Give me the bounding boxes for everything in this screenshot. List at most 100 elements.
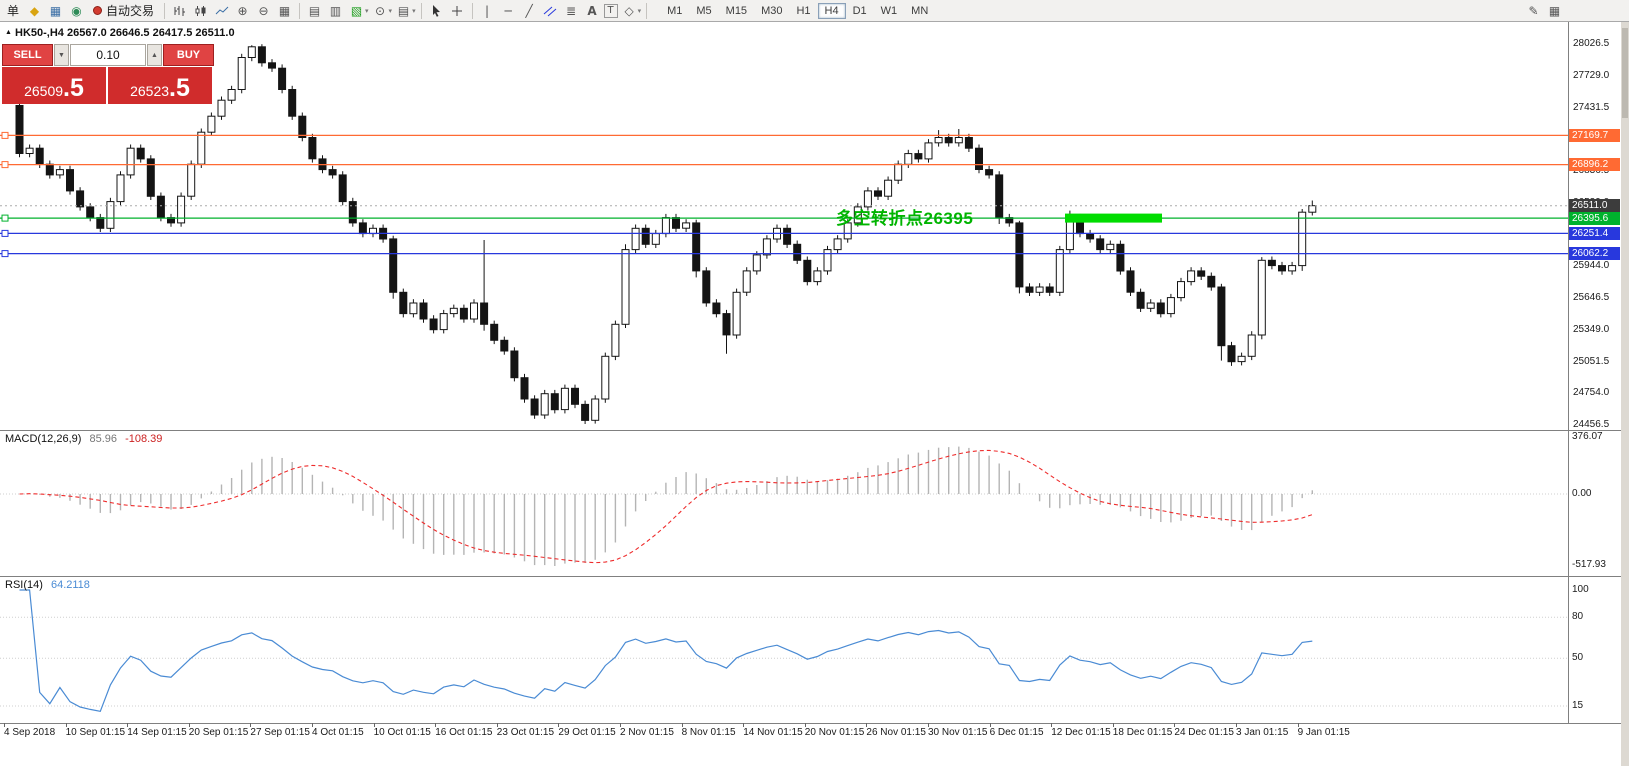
cursor-icon[interactable] [427,2,446,20]
cascade-windows-icon[interactable]: ▥ [329,3,342,18]
scrollbar-thumb[interactable] [1622,28,1628,118]
toolbar-separator [420,2,422,19]
green-segment[interactable] [1065,213,1162,223]
price-scale-label: 28026.5 [1573,38,1610,49]
timeframe-mn[interactable]: MN [911,4,929,17]
candlestick-chart-icon[interactable] [191,2,210,20]
new-order-icon[interactable]: ◆ [29,3,40,18]
timeframe-toolbar: M1 M5 M15 M30 H1 H4 D1 W1 MN [660,2,935,19]
hline-handle[interactable] [1,229,9,237]
rsi-scale-label: 80 [1572,611,1584,623]
buy-price-main: 26523 [130,83,170,99]
zoom-out-icon[interactable]: ⊖ [258,3,269,18]
timeframe-d1[interactable]: D1 [852,4,867,17]
sell-price-fraction: .5 [63,74,84,102]
time-axis-label: 30 Nov 01:15 [928,727,988,738]
price-marker-box: 26896.2 [1569,158,1620,172]
time-axis-separator[interactable] [0,723,1621,724]
arrange-windows-icon[interactable]: ▤ [308,3,321,18]
lot-increase-button[interactable]: ▲ [147,44,162,66]
navigator-icon[interactable]: ◉ [71,3,82,18]
template-icon[interactable]: ▤ [397,3,410,18]
macd-signal-line [19,449,1313,564]
time-axis-label: 12 Dec 01:15 [1051,727,1111,738]
buy-button[interactable]: BUY [163,44,214,66]
time-axis-label: 20 Sep 01:15 [188,727,249,738]
current-price-box: 26511.0 [1569,199,1620,213]
price-scale-label: 27729.0 [1573,69,1610,81]
hline-handle[interactable] [1,214,9,222]
rsi-indicator [0,589,1568,712]
time-axis-label: 10 Oct 01:15 [373,727,431,738]
vertical-line-icon[interactable]: | [485,3,490,18]
hline-handle[interactable] [1,161,9,169]
order-menu-label[interactable]: 单 [7,4,20,18]
tile-windows-icon[interactable]: ▦ [278,3,291,18]
timeframe-m5[interactable]: M5 [696,4,712,17]
zoom-in-icon[interactable]: ⊕ [237,3,248,18]
sell-button[interactable]: SELL [2,44,53,66]
time-axis-label: 16 Oct 01:15 [435,727,493,738]
price-scale-label: 26836.5 [1573,165,1610,176]
price-scale-label: 25051.5 [1573,355,1610,367]
hline-handle[interactable] [1,250,9,258]
chart-annotation-text[interactable]: 多空转折点26395 [836,209,974,228]
horizontal-line-icon[interactable]: ─ [504,3,512,18]
crosshair-icon[interactable] [448,2,467,20]
label-icon[interactable]: T [603,3,618,18]
auto-trading-button[interactable]: 自动交易 [88,2,159,20]
macd-scale-label: 376.07 [1572,431,1603,442]
toolbar-separator [299,2,301,19]
lot-size-input[interactable] [70,44,146,66]
line-chart-icon[interactable] [212,2,231,20]
time-axis-label: 26 Nov 01:15 [866,727,926,738]
lot-decrease-button[interactable]: ▼ [54,44,69,66]
auto-trading-icon [93,6,103,15]
timeframe-m15[interactable]: M15 [725,4,748,17]
period-icon[interactable]: ⊙ [375,3,386,18]
macd-scale-label: -517.93 [1572,559,1606,570]
new-chart-dropdown-icon[interactable]: ▾ [365,7,369,15]
macd-header: MACD(12,26,9) 85.96 -108.39 [5,433,162,445]
text-icon[interactable]: A [587,3,597,18]
timeframe-h1[interactable]: H1 [796,4,811,17]
rsi-line [19,589,1313,712]
workspace-icon[interactable]: ▦ [1548,3,1561,18]
shapes-icon[interactable]: ◇ [624,3,634,18]
sell-price[interactable]: 26509.5 [2,67,106,104]
trendline-icon[interactable]: ╱ [525,3,533,18]
panel-separator-macd[interactable] [0,430,1621,431]
price-marker-box: 27169.7 [1569,128,1620,142]
hline-handle[interactable] [1,131,9,139]
channel-icon[interactable] [541,2,560,20]
buy-price[interactable]: 26523.5 [108,67,212,104]
macd-main-value: 85.96 [89,433,118,445]
panel-separator-rsi[interactable] [0,576,1621,577]
new-chart-icon[interactable]: ▧ [350,3,363,18]
timeframe-m1[interactable]: M1 [667,4,683,17]
time-axis-label: 4 Sep 2018 [4,727,56,738]
template-dropdown-icon[interactable]: ▾ [412,7,416,15]
timeframe-w1[interactable]: W1 [880,4,898,17]
vertical-scrollbar[interactable] [1621,22,1629,766]
one-click-trading-panel: SELL ▼ ▲ BUY 26509.5 26523.5 [2,44,214,104]
time-axis-label: 24 Dec 01:15 [1174,727,1234,738]
bar-chart-icon[interactable] [170,2,189,20]
period-dropdown-icon[interactable]: ▾ [388,7,393,15]
fibonacci-icon[interactable]: ≣ [566,3,577,18]
market-watch-icon[interactable]: ▦ [49,3,62,18]
chart-menu-caret-icon[interactable]: ▲ [5,29,12,36]
timeframe-h4[interactable]: H4 [817,2,846,19]
edit-icon[interactable]: ✎ [1528,3,1539,18]
rsi-label: RSI(14) [5,579,43,591]
time-axis-label: 20 Nov 01:15 [804,727,865,738]
price-scale-label: 24754.0 [1573,387,1610,399]
horizontal-line-objects[interactable] [0,131,1568,258]
shapes-dropdown-icon[interactable]: ▾ [637,7,642,15]
time-axis-label: 2 Nov 01:15 [620,727,674,738]
main-toolbar: 单 ◆ ▦ ◉ 自动交易 ⊕ ⊖ ▦ ▤ ▥ ▧ ▾ ⊙ ▾ ▤ ▾ [0,0,1629,22]
rsi-scale-label: 50 [1572,652,1584,664]
time-axis-label: 6 Dec 01:15 [989,727,1044,738]
sell-price-main: 26509 [24,83,64,99]
timeframe-m30[interactable]: M30 [761,4,783,17]
